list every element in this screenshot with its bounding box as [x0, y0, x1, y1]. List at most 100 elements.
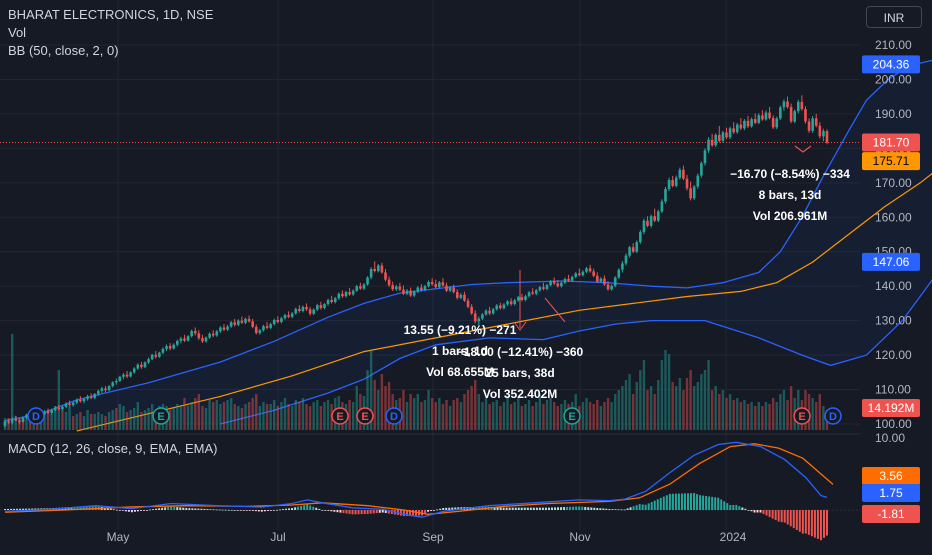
candle-body[interactable]	[721, 132, 725, 141]
candle-body[interactable]	[355, 286, 359, 291]
candle-body[interactable]	[445, 285, 448, 291]
candle-body[interactable]	[179, 338, 183, 341]
candle-body[interactable]	[258, 330, 262, 334]
candle-body[interactable]	[294, 308, 298, 314]
candle-body[interactable]	[53, 407, 57, 410]
candle-body[interactable]	[427, 282, 430, 287]
candle-body[interactable]	[599, 278, 603, 282]
candle-body[interactable]	[409, 290, 412, 296]
candle-body[interactable]	[667, 180, 671, 190]
candle-body[interactable]	[68, 403, 71, 406]
candle-body[interactable]	[692, 186, 696, 199]
candle-body[interactable]	[244, 318, 247, 323]
candle-body[interactable]	[97, 390, 100, 395]
candle-body[interactable]	[542, 287, 545, 289]
candle-body[interactable]	[685, 178, 689, 189]
candle-body[interactable]	[800, 101, 804, 110]
candle-body[interactable]	[93, 394, 97, 398]
candle-body[interactable]	[513, 300, 517, 305]
earnings-marker[interactable]	[563, 407, 581, 425]
candle-body[interactable]	[822, 131, 825, 137]
candle-body[interactable]	[226, 326, 229, 330]
candle-body[interactable]	[344, 292, 348, 297]
candle-body[interactable]	[714, 134, 718, 146]
candle-body[interactable]	[517, 297, 520, 301]
candle-body[interactable]	[373, 268, 377, 272]
candle-body[interactable]	[362, 284, 366, 289]
candle-body[interactable]	[237, 320, 240, 325]
dividend-marker[interactable]	[385, 407, 403, 425]
candle-body[interactable]	[664, 189, 667, 202]
candle-body[interactable]	[725, 132, 728, 138]
candle-body[interactable]	[305, 306, 308, 310]
candle-body[interactable]	[107, 386, 111, 391]
candle-body[interactable]	[172, 344, 176, 349]
candle-body[interactable]	[628, 247, 631, 256]
candle-body[interactable]	[635, 242, 639, 252]
candle-body[interactable]	[495, 305, 499, 310]
candle-body[interactable]	[459, 294, 463, 298]
candle-body[interactable]	[703, 150, 707, 164]
candle-body[interactable]	[556, 283, 560, 287]
candle-body[interactable]	[330, 299, 333, 303]
candle-body[interactable]	[646, 220, 649, 226]
candle-body[interactable]	[100, 388, 104, 391]
candle-body[interactable]	[359, 286, 362, 289]
candle-body[interactable]	[656, 211, 660, 221]
candle-body[interactable]	[682, 169, 685, 179]
candle-body[interactable]	[122, 374, 125, 377]
candle-body[interactable]	[89, 396, 93, 398]
candle-body[interactable]	[757, 115, 761, 123]
candle-body[interactable]	[775, 118, 779, 128]
candle-body[interactable]	[104, 388, 107, 391]
candle-body[interactable]	[143, 362, 147, 368]
candle-body[interactable]	[46, 411, 50, 413]
candle-body[interactable]	[211, 333, 215, 336]
candle-body[interactable]	[588, 268, 592, 272]
candle-body[interactable]	[825, 131, 829, 143]
candle-body[interactable]	[753, 119, 757, 123]
candle-body[interactable]	[175, 340, 179, 345]
candle-body[interactable]	[477, 318, 481, 322]
candle-body[interactable]	[728, 128, 732, 138]
candle-body[interactable]	[581, 271, 585, 276]
candle-body[interactable]	[384, 272, 387, 280]
candle-body[interactable]	[183, 338, 186, 341]
candle-body[interactable]	[689, 188, 692, 199]
candle-body[interactable]	[132, 368, 136, 373]
candle-body[interactable]	[197, 333, 201, 339]
candle-body[interactable]	[761, 115, 764, 120]
candle-body[interactable]	[377, 265, 380, 272]
candle-body[interactable]	[660, 201, 664, 212]
candle-body[interactable]	[631, 247, 635, 252]
candle-body[interactable]	[567, 278, 570, 281]
candle-body[interactable]	[158, 352, 161, 357]
candle-body[interactable]	[3, 421, 7, 426]
candle-body[interactable]	[391, 285, 394, 290]
candle-body[interactable]	[351, 290, 355, 295]
candle-body[interactable]	[531, 292, 534, 294]
candle-body[interactable]	[82, 398, 86, 402]
candle-body[interactable]	[290, 313, 294, 317]
candle-body[interactable]	[405, 290, 409, 294]
candle-body[interactable]	[524, 296, 527, 300]
earnings-marker[interactable]	[152, 407, 170, 425]
candle-body[interactable]	[674, 177, 678, 186]
candle-body[interactable]	[735, 124, 739, 133]
candle-body[interactable]	[111, 382, 114, 387]
candle-body[interactable]	[186, 336, 190, 341]
candle-body[interactable]	[466, 300, 470, 307]
candle-body[interactable]	[247, 318, 251, 322]
candle-body[interactable]	[538, 287, 542, 291]
candle-body[interactable]	[617, 269, 621, 278]
candle-body[interactable]	[136, 364, 140, 369]
candle-body[interactable]	[488, 310, 491, 314]
earnings-marker[interactable]	[793, 407, 811, 425]
candle-body[interactable]	[348, 292, 351, 295]
candle-body[interactable]	[219, 327, 222, 332]
candle-body[interactable]	[653, 216, 657, 221]
candle-body[interactable]	[441, 282, 445, 286]
candle-body[interactable]	[527, 292, 531, 297]
candle-body[interactable]	[743, 120, 746, 129]
